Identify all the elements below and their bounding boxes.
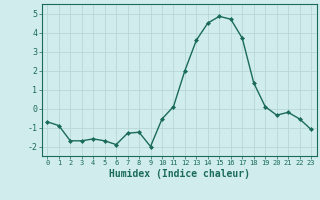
X-axis label: Humidex (Indice chaleur): Humidex (Indice chaleur) [109,169,250,179]
